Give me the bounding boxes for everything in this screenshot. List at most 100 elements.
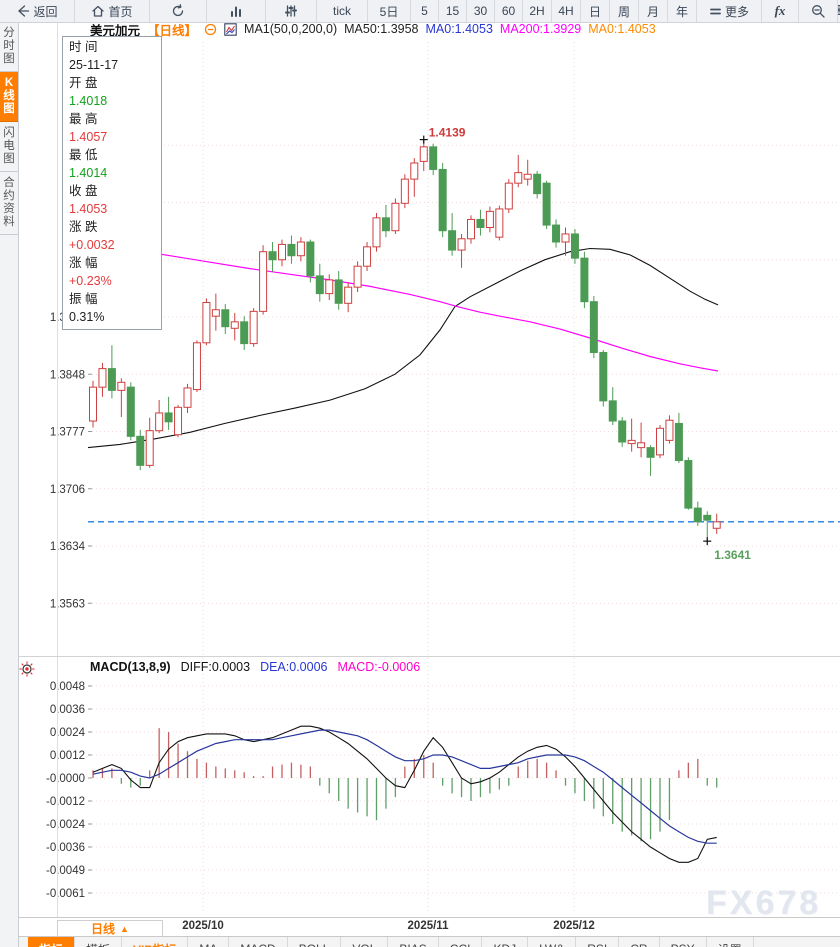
tooltip-value-time: 25-11-17 bbox=[69, 58, 119, 72]
tab-vip-indicator[interactable]: VIP指标 bbox=[122, 937, 189, 947]
tab-ma[interactable]: MA bbox=[188, 937, 230, 947]
tooltip-label-close: 收 盘 bbox=[69, 184, 98, 198]
svg-text:0.0048: 0.0048 bbox=[50, 681, 85, 693]
indicator-tab-bar: 指标 模板 VIP指标 MA MACD BOLL VOL BIAS CCI KD… bbox=[18, 936, 840, 947]
svg-text:-0.0000: -0.0000 bbox=[46, 773, 85, 785]
tab-settings[interactable]: 设置 bbox=[707, 937, 754, 947]
tab-lwr[interactable]: LW& bbox=[528, 937, 577, 947]
tab-tick[interactable]: tick bbox=[317, 0, 368, 22]
tab-macd[interactable]: MACD bbox=[229, 937, 288, 947]
tab-vol[interactable]: VOL bbox=[341, 937, 389, 947]
panel-divider bbox=[18, 656, 840, 657]
tab-5day[interactable]: 5日 bbox=[368, 0, 411, 22]
tab-year[interactable]: 年 bbox=[668, 0, 697, 22]
macd-header: MACD(13,8,9) DIFF:0.0003 DEA:0.0006 MACD… bbox=[90, 660, 420, 675]
tooltip-label-high: 最 高 bbox=[69, 112, 98, 126]
svg-text:-0.0049: -0.0049 bbox=[46, 865, 85, 877]
svg-text:1.3777: 1.3777 bbox=[50, 427, 85, 439]
tooltip-value-change-pct: +0.23% bbox=[69, 274, 112, 288]
macd-diff-line bbox=[92, 725, 717, 863]
date-axis-row: 日线 ▲ 2025/10 2025/11 2025/12 bbox=[18, 917, 840, 937]
bar-chart-icon bbox=[231, 6, 241, 17]
tab-cci[interactable]: CCI bbox=[439, 937, 483, 947]
ma0-orange-value: MA0:1.4053 bbox=[588, 22, 656, 36]
tooltip-value-open: 1.4018 bbox=[69, 94, 108, 108]
chart-type-button[interactable] bbox=[207, 0, 266, 22]
tab-30min[interactable]: 30 bbox=[467, 0, 495, 22]
macd-diff-value: DIFF:0.0003 bbox=[180, 660, 251, 674]
tab-60min[interactable]: 60 bbox=[495, 0, 523, 22]
tab-month[interactable]: 月 bbox=[639, 0, 668, 22]
collapse-icon[interactable] bbox=[204, 23, 217, 36]
formula-fx-button[interactable]: fx bbox=[762, 0, 799, 22]
back-button[interactable]: 返回 bbox=[0, 0, 75, 22]
macd-settings-icon[interactable] bbox=[19, 661, 35, 677]
svg-text:0.0012: 0.0012 bbox=[50, 750, 85, 762]
tab-week[interactable]: 周 bbox=[610, 0, 639, 22]
ma200-value: MA200:1.3929 bbox=[499, 22, 582, 36]
macd-dea-value: DEA:0.0006 bbox=[260, 660, 328, 674]
axis-label-month-nov: 2025/11 bbox=[407, 920, 449, 932]
svg-text:-0.0012: -0.0012 bbox=[46, 796, 85, 808]
svg-text:1.3634: 1.3634 bbox=[50, 541, 86, 553]
svg-text:-0.0036: -0.0036 bbox=[46, 842, 85, 854]
tooltip-label-change-pct: 涨 幅 bbox=[69, 256, 98, 270]
macd-histogram bbox=[92, 728, 718, 842]
chart-legend: 美元加元 【日线】 MA1(50,0,200,0) MA50:1.3958 MA… bbox=[90, 21, 656, 38]
indicator-settings-button[interactable] bbox=[266, 0, 317, 22]
fx-icon: fx bbox=[774, 3, 786, 18]
period-dropdown-button[interactable]: 日线 ▲ bbox=[57, 920, 163, 937]
tab-indicator[interactable]: 指标 bbox=[28, 937, 76, 947]
macd-params: MACD(13,8,9) bbox=[90, 660, 171, 674]
ma50-line bbox=[87, 247, 719, 449]
tab-boll[interactable]: BOLL bbox=[288, 937, 342, 947]
sidebar-tab-lightning[interactable]: 闪电图 bbox=[0, 122, 18, 172]
tab-psy[interactable]: PSY bbox=[660, 937, 707, 947]
ohlc-tooltip: 时 间 25-11-17 开 盘 1.4018 最 高 1.4057 最 低 1… bbox=[62, 36, 162, 330]
macd-gridlines: 0.0048 0.0036 0.0024 0.0012 -0.0000 -0.0012 -0… bbox=[46, 681, 840, 900]
tab-2h[interactable]: 2H bbox=[523, 0, 552, 22]
sidebar-tab-kline[interactable]: K线图 bbox=[0, 72, 18, 122]
tab-rsi[interactable]: RSI bbox=[576, 937, 620, 947]
home-icon bbox=[92, 5, 105, 17]
refresh-button[interactable] bbox=[150, 0, 207, 22]
more-button[interactable]: 更多 bbox=[697, 0, 762, 22]
sidebar-tab-contract-info[interactable]: 合约资料 bbox=[0, 172, 18, 235]
macd-dea-line bbox=[92, 729, 717, 844]
tab-kdj[interactable]: KDJ bbox=[482, 937, 529, 947]
gutter-divider bbox=[57, 22, 58, 947]
tab-template[interactable]: 模板 bbox=[75, 937, 123, 947]
tab-day[interactable]: 日 bbox=[581, 0, 610, 22]
home-label: 首页 bbox=[108, 4, 133, 19]
svg-text:-0.0024: -0.0024 bbox=[46, 819, 86, 831]
fx678-watermark: FX678 bbox=[706, 884, 822, 922]
mini-chart-icon[interactable] bbox=[224, 22, 237, 36]
tab-bias[interactable]: BIAS bbox=[388, 937, 439, 947]
tab-4h[interactable]: 4H bbox=[552, 0, 581, 22]
low-price-label: 1.3641 bbox=[714, 548, 751, 562]
ma50-value: MA50:1.3958 bbox=[344, 22, 419, 36]
svg-text:-0.0061: -0.0061 bbox=[46, 888, 85, 900]
zoom-out-button[interactable] bbox=[799, 0, 838, 22]
home-button[interactable]: 首页 bbox=[75, 0, 150, 22]
refresh-icon bbox=[172, 4, 184, 17]
tab-15min[interactable]: 15 bbox=[439, 0, 467, 22]
back-arrow-icon bbox=[18, 5, 30, 17]
svg-text:0.0024: 0.0024 bbox=[50, 727, 86, 739]
svg-text:1.3848: 1.3848 bbox=[50, 369, 85, 381]
tab-cr[interactable]: CR bbox=[619, 937, 660, 947]
tab-5min[interactable]: 5 bbox=[411, 0, 439, 22]
tooltip-value-high: 1.4057 bbox=[69, 130, 108, 144]
symbol-name: 美元加元 bbox=[90, 23, 141, 38]
tooltip-label-amplitude: 振 幅 bbox=[69, 292, 98, 306]
sidebar-tab-timeshare[interactable]: 分时图 bbox=[0, 22, 18, 72]
zoom-in-button[interactable] bbox=[838, 0, 840, 22]
svg-text:1.3706: 1.3706 bbox=[50, 484, 85, 496]
tooltip-label-low: 最 低 bbox=[69, 148, 98, 162]
tooltip-value-low: 1.4014 bbox=[69, 166, 108, 180]
zoom-out-icon bbox=[811, 4, 825, 18]
chart-type-sidebar: 分时图 K线图 闪电图 合约资料 bbox=[0, 22, 19, 947]
